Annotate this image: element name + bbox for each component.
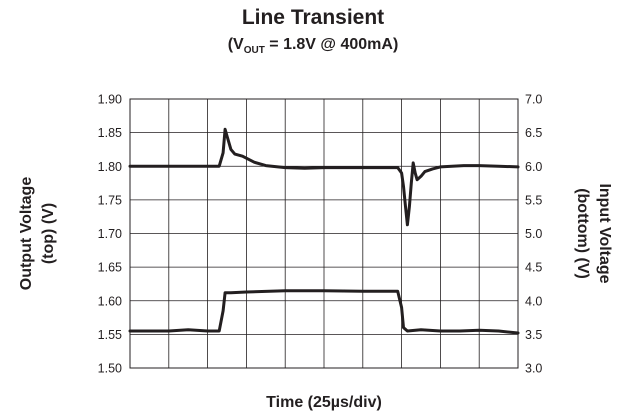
right-tick-label: 3.0 <box>525 362 542 376</box>
right-axis-label-line2: (bottom) (V) <box>574 188 591 279</box>
right-tick-label: 4.5 <box>525 261 542 275</box>
right-tick-label: 6.5 <box>525 126 542 140</box>
chart-grid <box>130 99 518 368</box>
right-tick-label: 7.0 <box>525 93 542 107</box>
left-tick-label: 1.80 <box>98 160 122 174</box>
right-tick-label: 3.5 <box>525 328 542 342</box>
left-tick-label: 1.65 <box>98 261 122 275</box>
left-tick-label: 1.50 <box>98 362 122 376</box>
left-tick-label: 1.90 <box>98 93 122 107</box>
left-axis-ticks: 1.50 1.55 1.60 1.65 1.70 1.75 1.80 1.85 1.90 <box>98 93 122 376</box>
right-axis-ticks: 3.0 3.5 4.0 4.5 5.0 5.5 6.0 6.5 7.0 <box>525 93 542 376</box>
right-tick-label: 5.0 <box>525 227 542 241</box>
left-tick-label: 1.85 <box>98 126 122 140</box>
right-tick-label: 4.0 <box>525 294 542 308</box>
left-tick-label: 1.55 <box>98 328 122 342</box>
left-axis-label-line2: (top) (V) <box>40 203 57 264</box>
left-tick-label: 1.60 <box>98 294 122 308</box>
left-tick-label: 1.70 <box>98 227 122 241</box>
left-axis-label-line1: Output Voltage <box>18 177 35 291</box>
right-tick-label: 5.5 <box>525 193 542 207</box>
right-axis-label-line1: Input Voltage <box>596 183 613 283</box>
x-axis-label: Time (25µs/div) <box>266 394 382 411</box>
left-tick-label: 1.75 <box>98 193 122 207</box>
right-tick-label: 6.0 <box>525 160 542 174</box>
